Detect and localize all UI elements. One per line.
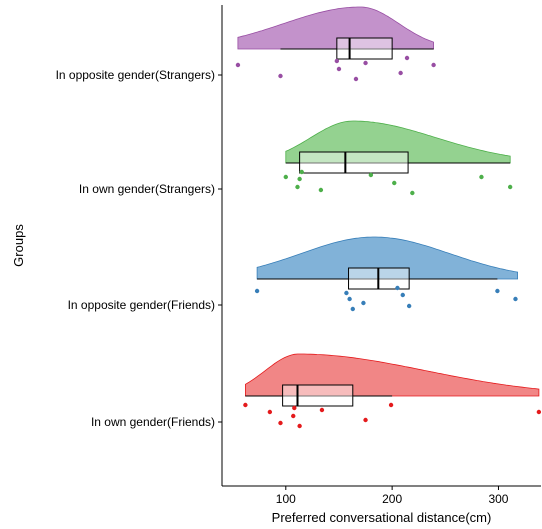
y-tick-label: In own gender(Friends) (91, 415, 215, 429)
data-point (513, 296, 518, 302)
y-axis-title: Groups (11, 224, 26, 267)
data-point (400, 292, 405, 298)
data-point (318, 187, 324, 193)
y-tick-label: In own gender(Strangers) (79, 182, 215, 196)
data-point (297, 176, 302, 182)
data-point (347, 296, 352, 302)
x-axis-ticks: 100 200 300 (276, 486, 509, 506)
x-tick-label: 100 (276, 492, 296, 506)
data-point (299, 169, 304, 175)
box-iqr (282, 384, 354, 407)
y-axis-ticks: In own gender(Friends) In opposite gender… (56, 68, 222, 429)
x-axis-title: Preferred conversational distance(cm) (272, 510, 492, 525)
data-point (353, 76, 359, 82)
data-point (336, 66, 342, 72)
box-iqr (336, 37, 393, 60)
data-point (319, 407, 325, 413)
data-point (295, 184, 300, 190)
data-point (363, 60, 368, 66)
data-point (406, 303, 412, 309)
data-point (278, 420, 283, 426)
data-point (388, 402, 394, 408)
data-point (243, 402, 248, 408)
data-point (350, 306, 355, 312)
data-point (235, 62, 241, 68)
data-point (363, 417, 368, 423)
x-tick-label: 300 (488, 492, 508, 506)
box-iqr (299, 151, 409, 174)
plot-area (235, 6, 542, 429)
data-point (291, 413, 296, 419)
data-point (536, 409, 542, 415)
data-point (292, 405, 297, 411)
data-point (404, 55, 410, 61)
data-point (495, 288, 500, 294)
data-point (267, 409, 273, 415)
data-point (254, 288, 260, 294)
density-cloud (256, 236, 518, 280)
y-tick-label: In opposite gender(Strangers) (56, 68, 215, 82)
data-point (368, 172, 374, 178)
data-point (344, 290, 349, 296)
data-point (410, 190, 415, 196)
data-point (392, 180, 397, 186)
x-tick-label: 200 (382, 492, 402, 506)
data-point (283, 174, 288, 180)
y-tick-label: In opposite gender(Friends) (68, 298, 215, 312)
data-point (297, 423, 302, 429)
data-point (431, 62, 436, 68)
data-point (398, 70, 403, 76)
data-point (361, 300, 366, 306)
data-point (278, 73, 283, 79)
data-point (507, 184, 513, 190)
data-point (395, 285, 400, 291)
data-point (479, 174, 484, 180)
density-cloud (237, 6, 434, 50)
data-point (334, 58, 340, 64)
